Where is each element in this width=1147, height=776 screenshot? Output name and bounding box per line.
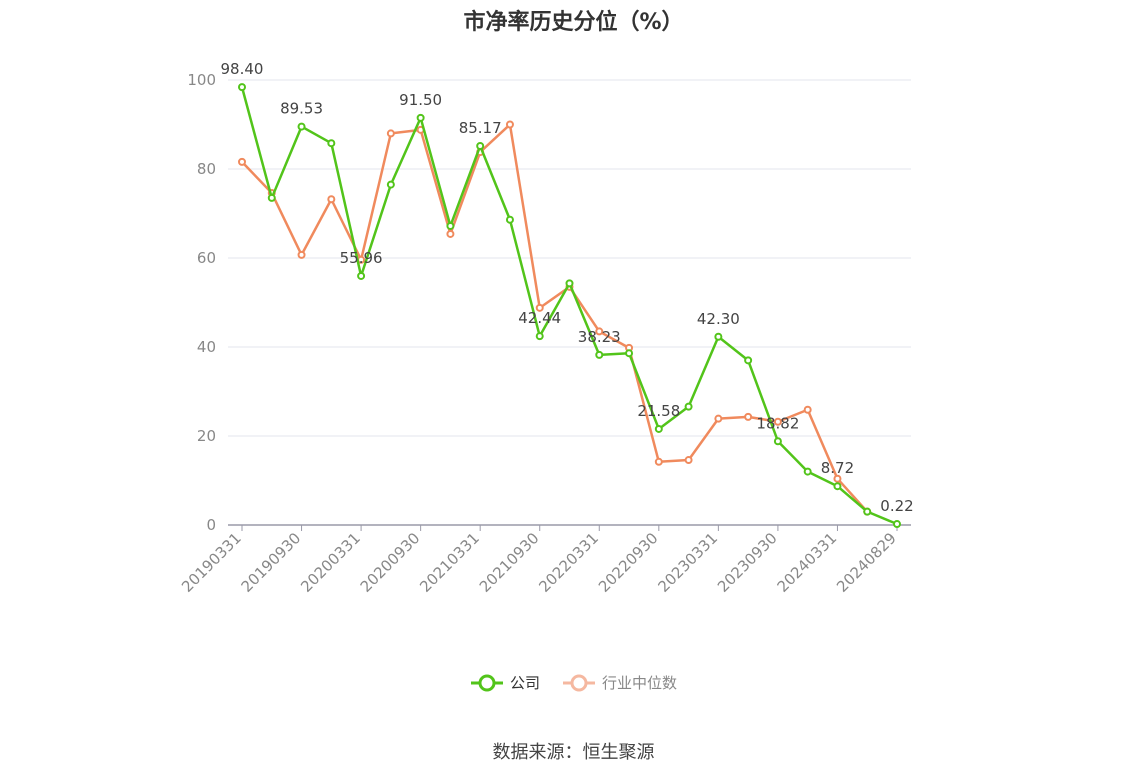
- data-point-industry: [505, 120, 514, 129]
- x-tick-label: 20240829: [833, 529, 900, 596]
- data-label: 42.44: [518, 309, 561, 327]
- x-tick-label: 20190331: [178, 529, 245, 596]
- data-label: 42.30: [697, 310, 740, 328]
- data-label: 38.23: [578, 328, 621, 346]
- x-tick-label: 20230930: [714, 529, 781, 596]
- data-point-industry: [238, 157, 246, 166]
- legend: 公司 行业中位数: [0, 672, 1147, 693]
- legend-item-company[interactable]: 公司: [470, 672, 540, 693]
- data-point-industry: [535, 303, 544, 312]
- data-point-industry: [714, 414, 723, 423]
- data-point-company: [684, 402, 693, 411]
- grid-layer: [228, 79, 911, 437]
- x-tick-label: 20200331: [297, 529, 364, 596]
- y-tick-label: 80: [197, 160, 216, 178]
- data-point-company: [416, 113, 425, 122]
- data-point-industry: [773, 417, 782, 426]
- data-point-company: [267, 193, 276, 202]
- data-point-industry: [833, 474, 842, 483]
- data-point-company: [863, 507, 872, 516]
- data-point-industry: [803, 405, 812, 414]
- data-label: 85.17: [459, 119, 502, 137]
- data-point-company: [654, 424, 663, 433]
- data-point-company: [744, 356, 753, 365]
- data-source: 数据来源：恒生聚源: [492, 742, 655, 763]
- data-label: 0.22: [880, 497, 913, 515]
- y-tick-label: 60: [197, 249, 216, 267]
- series-layer: [238, 83, 901, 529]
- data-label: 18.82: [756, 414, 799, 432]
- x-tick-label: 20230331: [654, 529, 721, 596]
- x-tick-label: 20220930: [595, 529, 662, 596]
- data-point-industry: [297, 250, 306, 259]
- data-label: 91.50: [399, 91, 442, 109]
- data-point-company: [297, 122, 306, 131]
- y-tick-label: 0: [206, 516, 216, 534]
- axis-layer: 0 20 40 60 80 100 2019033120190930202003312020…: [178, 71, 911, 596]
- data-point-industry: [744, 412, 753, 421]
- data-point-company: [803, 467, 812, 476]
- data-point-company: [833, 482, 842, 491]
- data-label: 21.58: [637, 402, 680, 420]
- x-tick-label: 20190930: [238, 529, 305, 596]
- data-label: 98.40: [221, 60, 264, 78]
- data-label: 8.72: [821, 459, 854, 477]
- series-line-industry: [241, 123, 869, 513]
- legend-industry-icon: [563, 674, 595, 691]
- data-point-company: [625, 349, 634, 358]
- y-tick-label: 20: [197, 427, 216, 445]
- data-point-company: [773, 437, 782, 446]
- x-tick-label: 20200930: [357, 529, 424, 596]
- y-tick-label: 40: [197, 338, 216, 356]
- data-point-industry: [327, 195, 336, 204]
- data-label: 89.53: [280, 100, 323, 118]
- data-point-industry: [654, 457, 663, 466]
- label-layer: 98.40 89.53 55.96 91.50 85.17 42.44 38.23 21.58…: [221, 60, 914, 515]
- legend-company-icon: [470, 674, 503, 691]
- data-point-company: [476, 141, 485, 150]
- data-point-company: [714, 332, 723, 341]
- data-label: 55.96: [340, 249, 383, 267]
- chart-title: 市净率历史分位（%）: [463, 10, 684, 35]
- legend-industry-label: 行业中位数: [602, 674, 678, 692]
- data-point-company: [535, 332, 544, 341]
- x-tick-label: 20210331: [416, 529, 483, 596]
- x-tick-label: 20220331: [535, 529, 602, 596]
- data-point-company: [595, 350, 604, 359]
- legend-item-industry[interactable]: 行业中位数: [562, 672, 677, 693]
- y-tick-label: 100: [187, 71, 216, 89]
- data-point-company: [505, 215, 514, 224]
- x-tick-label: 20240331: [774, 529, 841, 596]
- data-point-industry: [446, 229, 455, 238]
- data-point-company: [446, 221, 455, 230]
- data-point-industry: [684, 456, 693, 465]
- data-point-industry: [386, 129, 395, 138]
- data-point-company: [238, 83, 246, 92]
- data-point-company: [565, 279, 574, 288]
- data-point-company: [386, 180, 395, 189]
- data-point-company: [893, 520, 901, 529]
- data-point-industry: [595, 327, 604, 336]
- data-point-company: [357, 271, 366, 280]
- data-point-company: [327, 139, 336, 148]
- legend-company-label: 公司: [509, 674, 540, 692]
- x-tick-label: 20210930: [476, 529, 543, 596]
- series-line-company: [240, 86, 898, 526]
